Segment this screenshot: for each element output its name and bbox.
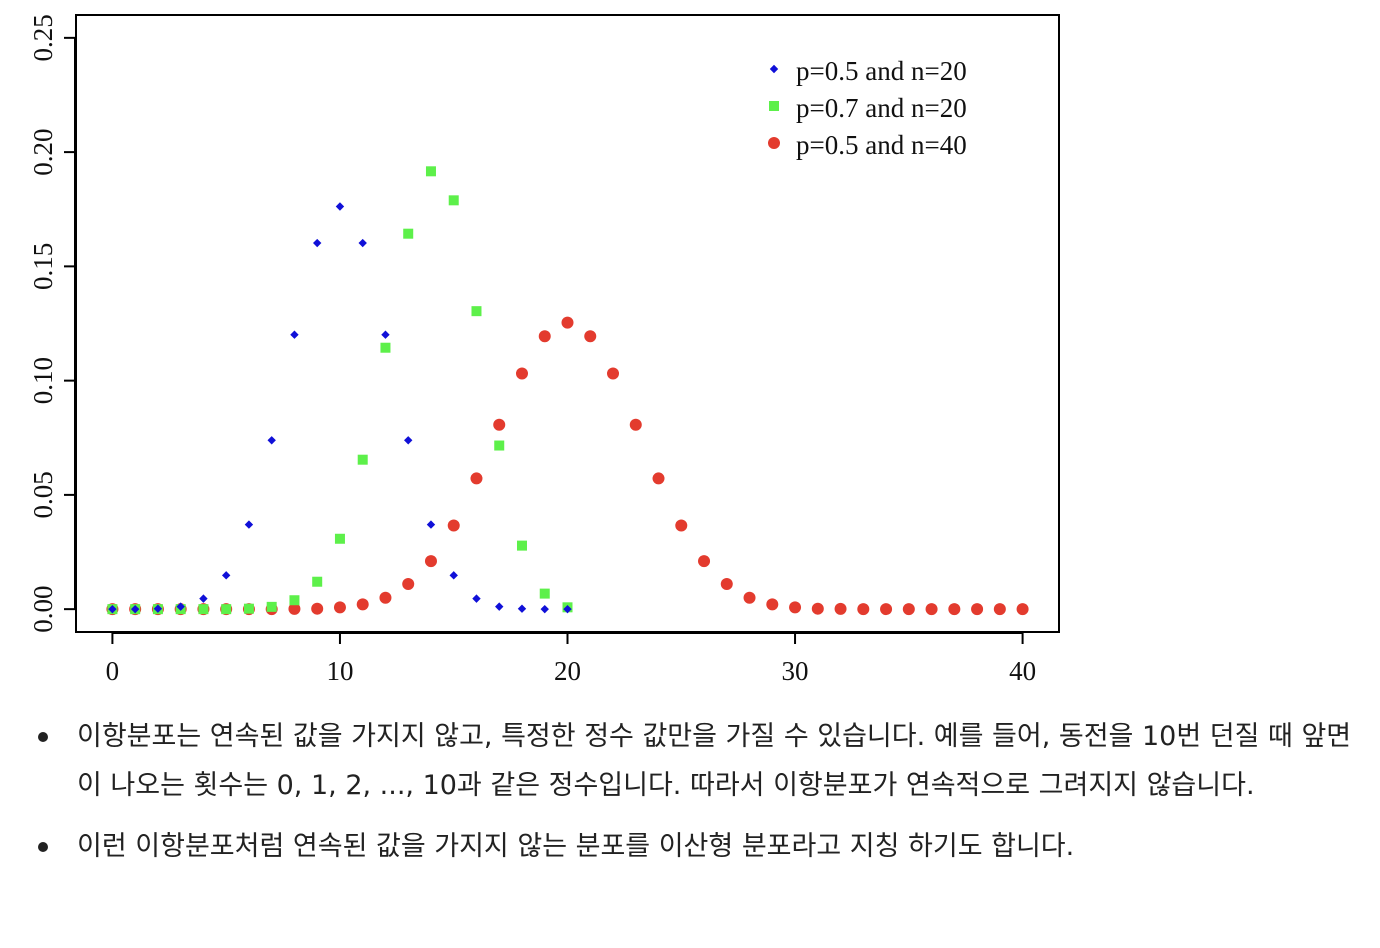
point-circle [288,602,301,615]
y-tick-label: 0.25 [28,14,58,61]
point-diamond [130,604,140,614]
point-circle [607,367,620,380]
point-circle [675,519,688,532]
point-square [769,101,779,111]
point-circle [880,603,893,616]
y-tick-label: 0.20 [28,128,58,175]
note-item: 이항분포는 연속된 값을 가지지 않고, 특정한 정수 값만을 가질 수 있습니… [0,712,1380,810]
x-tick-label: 20 [554,656,581,686]
point-circle [789,601,802,614]
point-diamond [335,202,345,211]
bullet-dot [38,842,48,852]
point-diamond [426,520,436,529]
binomial-chart: 0 10 20 30 40 0.00 0.05 0.10 0.15 0.20 0.25 p=0.5 a… [28,14,1060,686]
chart-svg: 0 10 20 30 40 0.00 0.05 0.10 0.15 0.20 0.25 p=0.5 a… [28,14,1060,686]
point-circle [652,472,665,485]
bullet-dot [38,732,48,742]
point-circle [584,330,597,343]
point-circle [698,555,711,568]
point-diamond [267,436,276,445]
point-square [471,306,482,317]
point-circle [768,137,780,149]
point-circle [948,603,961,616]
point-diamond [517,604,527,613]
point-diamond [221,571,231,580]
point-square [312,576,323,587]
point-diamond [404,436,413,445]
point-circle [402,578,415,591]
point-circle [311,602,324,615]
note-item: 이런 이항분포처럼 연속된 값을 가지지 않는 분포를 이산형 분포라고 지칭 … [0,822,1380,871]
point-diamond [312,238,322,248]
point-diamond [153,604,163,613]
point-square [243,603,254,614]
point-square [357,454,368,465]
point-circle [561,316,574,329]
point-square [425,166,436,177]
y-tick-label: 0.10 [28,357,58,404]
note-text: 이런 이항분포처럼 연속된 값을 가지지 않는 분포를 이산형 분포라고 지칭 … [77,831,1075,862]
point-diamond [769,64,779,74]
point-circle [857,603,870,616]
point-square [403,228,414,239]
point-circle [720,578,733,591]
legend-label: p=0.5 and n=40 [796,130,967,160]
point-square [380,342,391,353]
point-diamond [381,330,390,339]
y-tick-label: 0.00 [28,586,58,633]
notes-section: 이항분포는 연속된 값을 가지지 않고, 특정한 정수 값만을 가질 수 있습니… [0,712,1380,883]
point-circle [447,519,460,532]
point-diamond [290,330,299,339]
point-square [494,440,505,451]
point-square [516,540,527,551]
point-circle [902,603,915,616]
x-tick-label: 10 [326,656,353,686]
point-circle [834,602,847,615]
point-diamond [563,604,572,614]
point-square [448,195,459,206]
point-circle [971,603,984,616]
point-diamond [176,602,185,611]
notes-list: 이항분포는 연속된 값을 가지지 않고, 특정한 정수 값만을 가질 수 있습니… [0,712,1380,871]
point-circle [766,598,779,611]
point-circle [993,603,1006,616]
point-circle [925,603,938,616]
point-diamond [199,594,208,603]
point-diamond [244,520,254,529]
point-square [289,595,300,606]
point-square [266,601,277,612]
legend-label: p=0.5 and n=20 [796,56,967,86]
y-tick-label: 0.05 [28,471,58,518]
point-square [334,533,345,544]
x-tick-label: 0 [106,656,120,686]
point-diamond [495,602,504,611]
point-circle [356,598,369,611]
point-square [198,604,209,615]
point-circle [493,418,506,431]
x-tick-label: 40 [1009,656,1036,686]
point-square [221,604,232,615]
point-circle [538,330,551,343]
point-diamond [449,571,458,580]
point-circle [811,602,824,615]
legend-label: p=0.7 and n=20 [796,93,967,123]
point-diamond [358,238,367,248]
point-diamond [540,604,549,614]
point-circle [379,591,392,604]
point-circle [424,555,437,568]
y-tick-label: 0.15 [28,243,58,290]
point-diamond [472,594,481,603]
point-circle [333,601,346,614]
x-tick-label: 30 [782,656,809,686]
note-text: 이항분포는 연속된 값을 가지지 않고, 특정한 정수 값만을 가질 수 있습니… [77,721,1352,801]
point-circle [1016,603,1029,616]
point-circle [470,472,483,485]
point-square [539,588,550,599]
point-circle [515,367,528,380]
point-circle [629,418,642,431]
point-circle [743,591,756,604]
point-diamond [108,604,117,614]
